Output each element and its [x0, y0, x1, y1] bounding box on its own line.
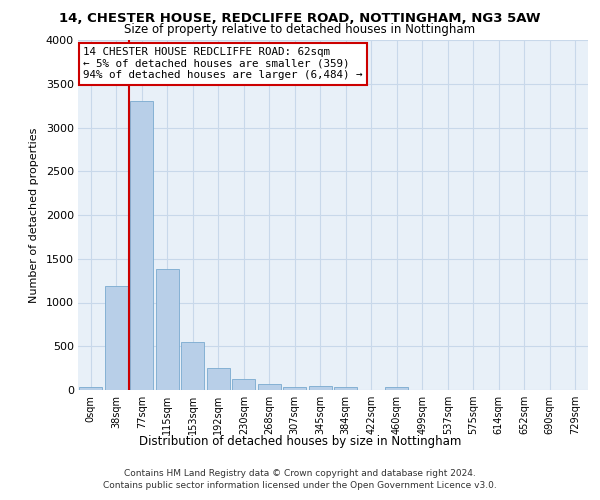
Text: Size of property relative to detached houses in Nottingham: Size of property relative to detached ho… — [124, 22, 476, 36]
Text: Distribution of detached houses by size in Nottingham: Distribution of detached houses by size … — [139, 435, 461, 448]
Bar — [207, 368, 230, 390]
Bar — [181, 342, 204, 390]
Text: 14, CHESTER HOUSE, REDCLIFFE ROAD, NOTTINGHAM, NG3 5AW: 14, CHESTER HOUSE, REDCLIFFE ROAD, NOTTI… — [59, 12, 541, 26]
Bar — [232, 378, 255, 390]
Bar — [283, 386, 306, 390]
Bar — [156, 269, 179, 390]
Bar — [334, 388, 357, 390]
Y-axis label: Number of detached properties: Number of detached properties — [29, 128, 39, 302]
Bar — [105, 286, 128, 390]
Text: 14 CHESTER HOUSE REDCLIFFE ROAD: 62sqm
← 5% of detached houses are smaller (359): 14 CHESTER HOUSE REDCLIFFE ROAD: 62sqm ←… — [83, 47, 362, 80]
Bar — [385, 388, 408, 390]
Bar — [79, 386, 102, 390]
Text: Contains HM Land Registry data © Crown copyright and database right 2024.: Contains HM Land Registry data © Crown c… — [124, 468, 476, 477]
Bar — [309, 386, 332, 390]
Text: Contains public sector information licensed under the Open Government Licence v3: Contains public sector information licen… — [103, 481, 497, 490]
Bar — [130, 101, 153, 390]
Bar — [258, 384, 281, 390]
